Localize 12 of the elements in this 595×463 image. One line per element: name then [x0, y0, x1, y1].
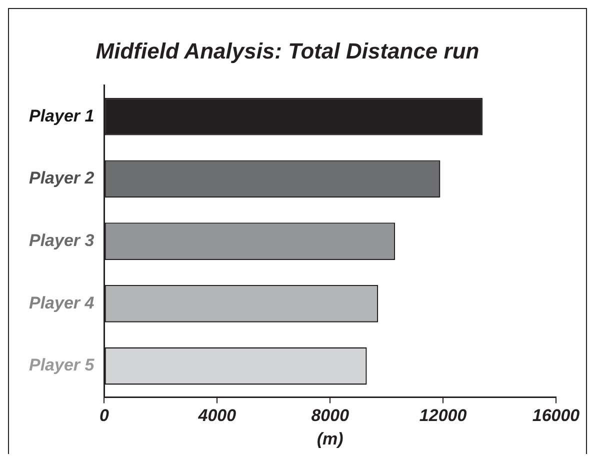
- x-axis-title: (m): [316, 429, 344, 448]
- y-tick-label: Player 5: [28, 356, 95, 375]
- chart-title: Midfield Analysis: Total Distance run: [96, 38, 480, 64]
- x-tick-label: 16000: [532, 406, 580, 426]
- x-tick-label: 4000: [197, 406, 237, 426]
- y-tick-label: Player 1: [28, 106, 94, 126]
- y-tick-label: Player 4: [28, 293, 95, 312]
- y-tick-label: Player 2: [28, 168, 95, 188]
- y-tick-label: Player 3: [28, 230, 95, 250]
- x-tick-label: 8000: [311, 406, 350, 426]
- x-tick-label: 12000: [419, 406, 468, 426]
- x-tick-label: 0: [99, 406, 110, 426]
